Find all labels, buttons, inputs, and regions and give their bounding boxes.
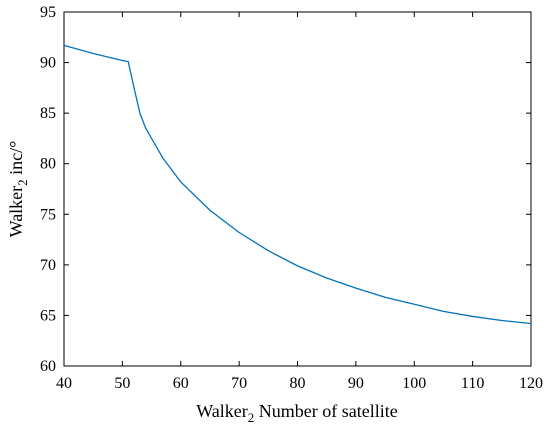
x-tick-label: 60: [173, 375, 189, 392]
series-layer: [63, 44, 532, 325]
y-tick-label: 65: [40, 307, 56, 324]
x-tick-label: 90: [348, 375, 364, 392]
x-tick-label: 70: [231, 375, 247, 392]
x-tick-label: 110: [461, 375, 484, 392]
y-tick-label: 95: [40, 4, 56, 21]
plot-area: [63, 11, 532, 367]
y-axis-label-main: Walker: [6, 186, 26, 238]
y-tick-label: 80: [40, 156, 56, 173]
x-axis-ticks: 40 50 60 70 80 90 100 110 120: [56, 12, 543, 392]
y-tick-label: 90: [40, 55, 56, 72]
x-axis-label-main: Walker: [196, 401, 248, 421]
y-axis-label-subscript: 2: [15, 179, 30, 186]
x-tick-label: 80: [290, 375, 306, 392]
y-axis-ticks: 60 65 70 75 80 85 90 95: [40, 4, 531, 375]
y-axis-label: Walker2 inc/°: [6, 141, 30, 238]
y-tick-label: 70: [40, 257, 56, 274]
y-tick-label: 85: [40, 105, 56, 122]
x-tick-label: 120: [519, 375, 543, 392]
series-line: [63, 44, 532, 325]
y-tick-label: 60: [40, 358, 56, 375]
x-axis-label-subscript: 2: [248, 410, 255, 425]
x-tick-label: 40: [56, 375, 72, 392]
x-axis-label-rest: Number of satellite: [254, 401, 397, 421]
x-tick-label: 100: [402, 375, 426, 392]
x-tick-label: 50: [114, 375, 130, 392]
y-tick-label: 75: [40, 206, 56, 223]
x-axis-label: Walker2 Number of satellite: [196, 401, 398, 425]
y-axis-label-rest: inc/°: [6, 141, 26, 180]
